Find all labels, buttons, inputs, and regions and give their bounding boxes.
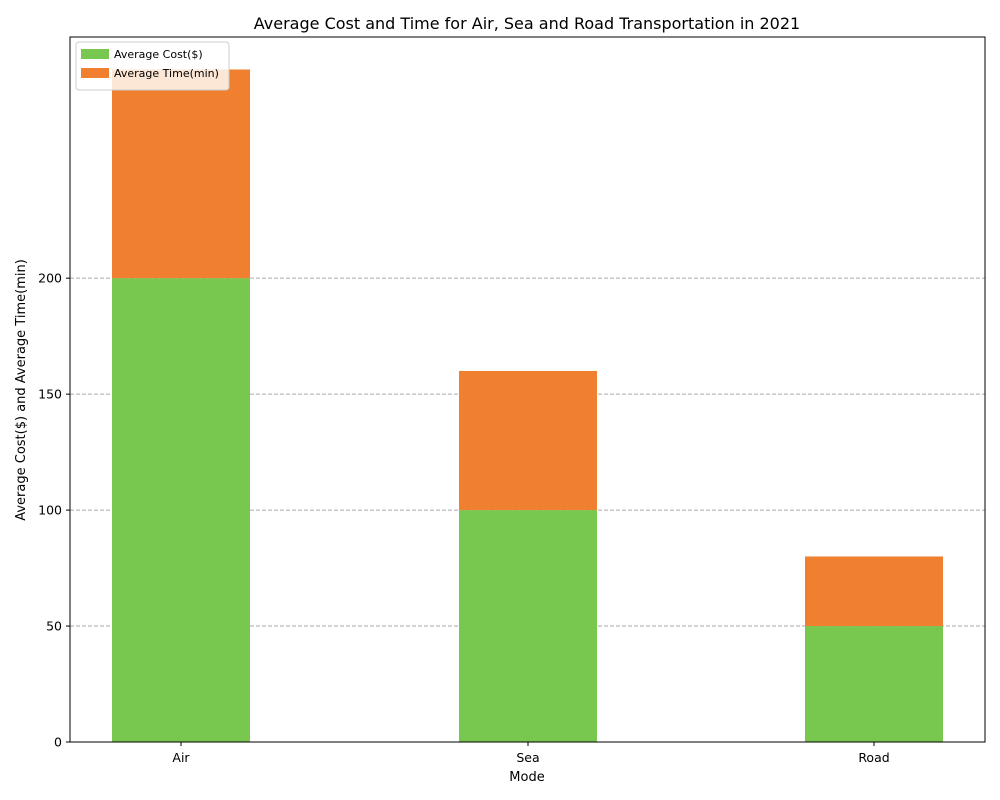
x-axis-ticks: Air Sea Road: [172, 742, 890, 765]
y-axis-label: Average Cost($) and Average Time(min): [14, 259, 29, 521]
x-tick-label-sea: Sea: [516, 750, 539, 765]
y-tick-label-200: 200: [38, 271, 62, 286]
x-tick-label-road: Road: [858, 750, 889, 765]
legend-box: [75, 41, 230, 91]
y-axis-ticks: 0 50 100 150 200: [38, 271, 70, 750]
bar-sea-series-0: [459, 510, 597, 742]
legend: Average Cost($) Average Time(min): [75, 41, 230, 91]
x-tick-label-air: Air: [172, 750, 190, 765]
bar-air-series-1: [112, 69, 250, 279]
bar-road-series-0: [805, 626, 943, 742]
legend-swatch-1: [81, 68, 109, 78]
y-tick-label-100: 100: [38, 503, 62, 518]
bar-road-series-1: [805, 556, 943, 627]
chart-title: Average Cost and Time for Air, Sea and R…: [254, 14, 800, 33]
y-tick-label-50: 50: [46, 619, 62, 634]
legend-label-0: Average Cost($): [114, 48, 203, 61]
bar-air-series-0: [112, 278, 250, 742]
legend-swatch-0: [81, 49, 109, 59]
y-tick-label-0: 0: [54, 735, 62, 750]
legend-label-1: Average Time(min): [114, 67, 219, 80]
bars: [112, 69, 943, 742]
bar-sea-series-1: [459, 370, 597, 511]
y-tick-label-150: 150: [38, 387, 62, 402]
x-axis-label: Mode: [509, 770, 544, 785]
